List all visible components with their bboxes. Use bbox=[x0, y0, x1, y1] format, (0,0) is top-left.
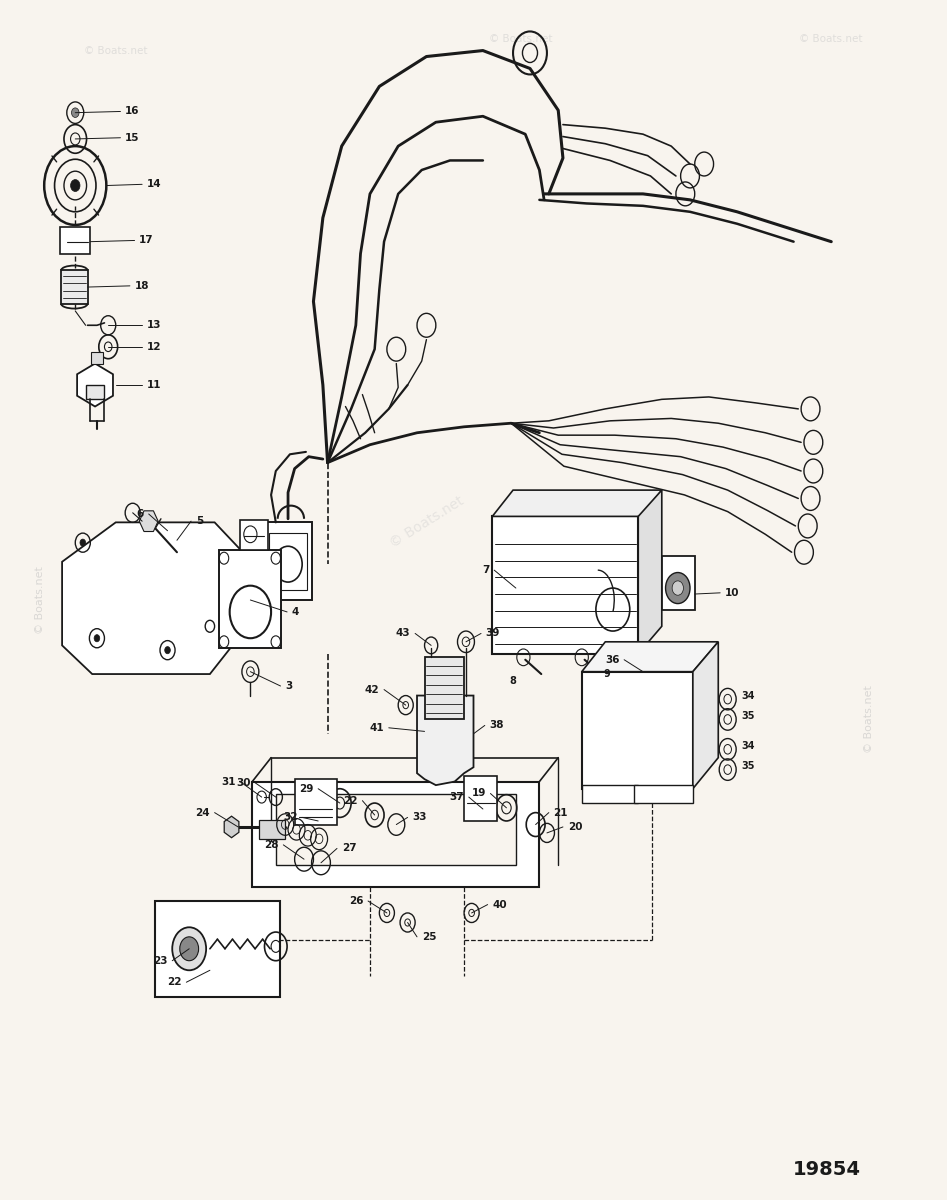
Text: 17: 17 bbox=[139, 235, 154, 246]
Bar bbox=[269, 533, 307, 590]
Text: 19: 19 bbox=[472, 788, 486, 798]
Text: 5: 5 bbox=[196, 516, 203, 526]
Text: 35: 35 bbox=[742, 761, 756, 772]
Circle shape bbox=[180, 937, 199, 961]
Text: 20: 20 bbox=[567, 822, 582, 832]
Circle shape bbox=[71, 180, 80, 192]
Polygon shape bbox=[638, 490, 662, 654]
Polygon shape bbox=[139, 511, 158, 532]
Text: © Boats.net: © Boats.net bbox=[489, 34, 552, 43]
Text: 8: 8 bbox=[509, 677, 516, 686]
Text: 34: 34 bbox=[742, 690, 756, 701]
Text: 21: 21 bbox=[554, 808, 568, 817]
Bar bbox=[61, 227, 90, 253]
Bar bbox=[464, 775, 497, 821]
Bar bbox=[424, 658, 464, 720]
Text: 10: 10 bbox=[724, 588, 740, 598]
Text: 29: 29 bbox=[299, 784, 313, 793]
Bar bbox=[581, 785, 638, 803]
Text: 33: 33 bbox=[412, 812, 427, 822]
Text: 7: 7 bbox=[482, 565, 490, 575]
Text: 13: 13 bbox=[147, 320, 161, 330]
Polygon shape bbox=[581, 642, 718, 672]
Polygon shape bbox=[693, 642, 718, 788]
Polygon shape bbox=[224, 816, 239, 838]
Text: 22: 22 bbox=[343, 796, 358, 805]
Text: 4: 4 bbox=[292, 607, 299, 617]
Text: 12: 12 bbox=[147, 342, 161, 352]
Bar bbox=[252, 781, 540, 887]
Bar bbox=[264, 522, 312, 600]
Bar bbox=[240, 520, 268, 550]
Polygon shape bbox=[417, 696, 474, 785]
Text: 6: 6 bbox=[136, 509, 144, 520]
Text: 23: 23 bbox=[153, 955, 168, 966]
Text: 24: 24 bbox=[195, 808, 210, 817]
Circle shape bbox=[72, 108, 79, 118]
Text: 36: 36 bbox=[605, 655, 619, 665]
Text: 42: 42 bbox=[365, 684, 380, 695]
Bar bbox=[220, 550, 280, 648]
Text: 37: 37 bbox=[450, 792, 464, 802]
Text: © Boats.net: © Boats.net bbox=[386, 494, 466, 551]
Text: 15: 15 bbox=[125, 133, 139, 143]
Text: 31: 31 bbox=[221, 776, 235, 786]
Text: 40: 40 bbox=[492, 900, 507, 910]
Polygon shape bbox=[492, 490, 662, 516]
Bar bbox=[581, 672, 693, 788]
Circle shape bbox=[672, 581, 684, 595]
Circle shape bbox=[666, 572, 690, 604]
Text: 35: 35 bbox=[742, 710, 756, 721]
Text: 34: 34 bbox=[742, 740, 756, 751]
Text: 30: 30 bbox=[236, 778, 250, 787]
Polygon shape bbox=[63, 522, 242, 674]
Bar bbox=[492, 516, 638, 654]
Text: 22: 22 bbox=[168, 977, 182, 988]
Polygon shape bbox=[77, 364, 113, 407]
Text: 25: 25 bbox=[421, 932, 437, 942]
Bar bbox=[295, 779, 337, 824]
Circle shape bbox=[94, 635, 99, 642]
Text: 14: 14 bbox=[147, 179, 161, 190]
Text: 27: 27 bbox=[342, 844, 356, 853]
Bar bbox=[91, 352, 102, 364]
Text: 43: 43 bbox=[396, 629, 410, 638]
Text: © Boats.net: © Boats.net bbox=[84, 46, 148, 55]
Text: 38: 38 bbox=[490, 720, 504, 731]
Bar bbox=[259, 820, 285, 839]
Text: 16: 16 bbox=[125, 107, 139, 116]
Circle shape bbox=[172, 928, 206, 971]
Bar bbox=[662, 556, 695, 610]
Bar bbox=[634, 785, 693, 803]
Text: © Boats.net: © Boats.net bbox=[864, 685, 874, 754]
Text: © Boats.net: © Boats.net bbox=[35, 566, 45, 634]
Text: 18: 18 bbox=[134, 281, 149, 290]
Text: 9: 9 bbox=[603, 670, 610, 679]
Text: 26: 26 bbox=[348, 896, 364, 906]
Text: 39: 39 bbox=[486, 629, 500, 638]
Circle shape bbox=[165, 647, 170, 654]
Bar bbox=[155, 901, 279, 996]
Bar bbox=[85, 385, 104, 400]
Text: 41: 41 bbox=[369, 722, 384, 733]
Circle shape bbox=[80, 539, 85, 546]
Bar bbox=[276, 793, 516, 865]
Bar bbox=[62, 270, 87, 304]
Text: © Boats.net: © Boats.net bbox=[799, 34, 863, 43]
Text: 28: 28 bbox=[264, 840, 278, 850]
Text: 11: 11 bbox=[147, 380, 161, 390]
Text: 32: 32 bbox=[283, 812, 297, 822]
Text: 3: 3 bbox=[285, 682, 293, 691]
Text: 19854: 19854 bbox=[793, 1160, 861, 1180]
